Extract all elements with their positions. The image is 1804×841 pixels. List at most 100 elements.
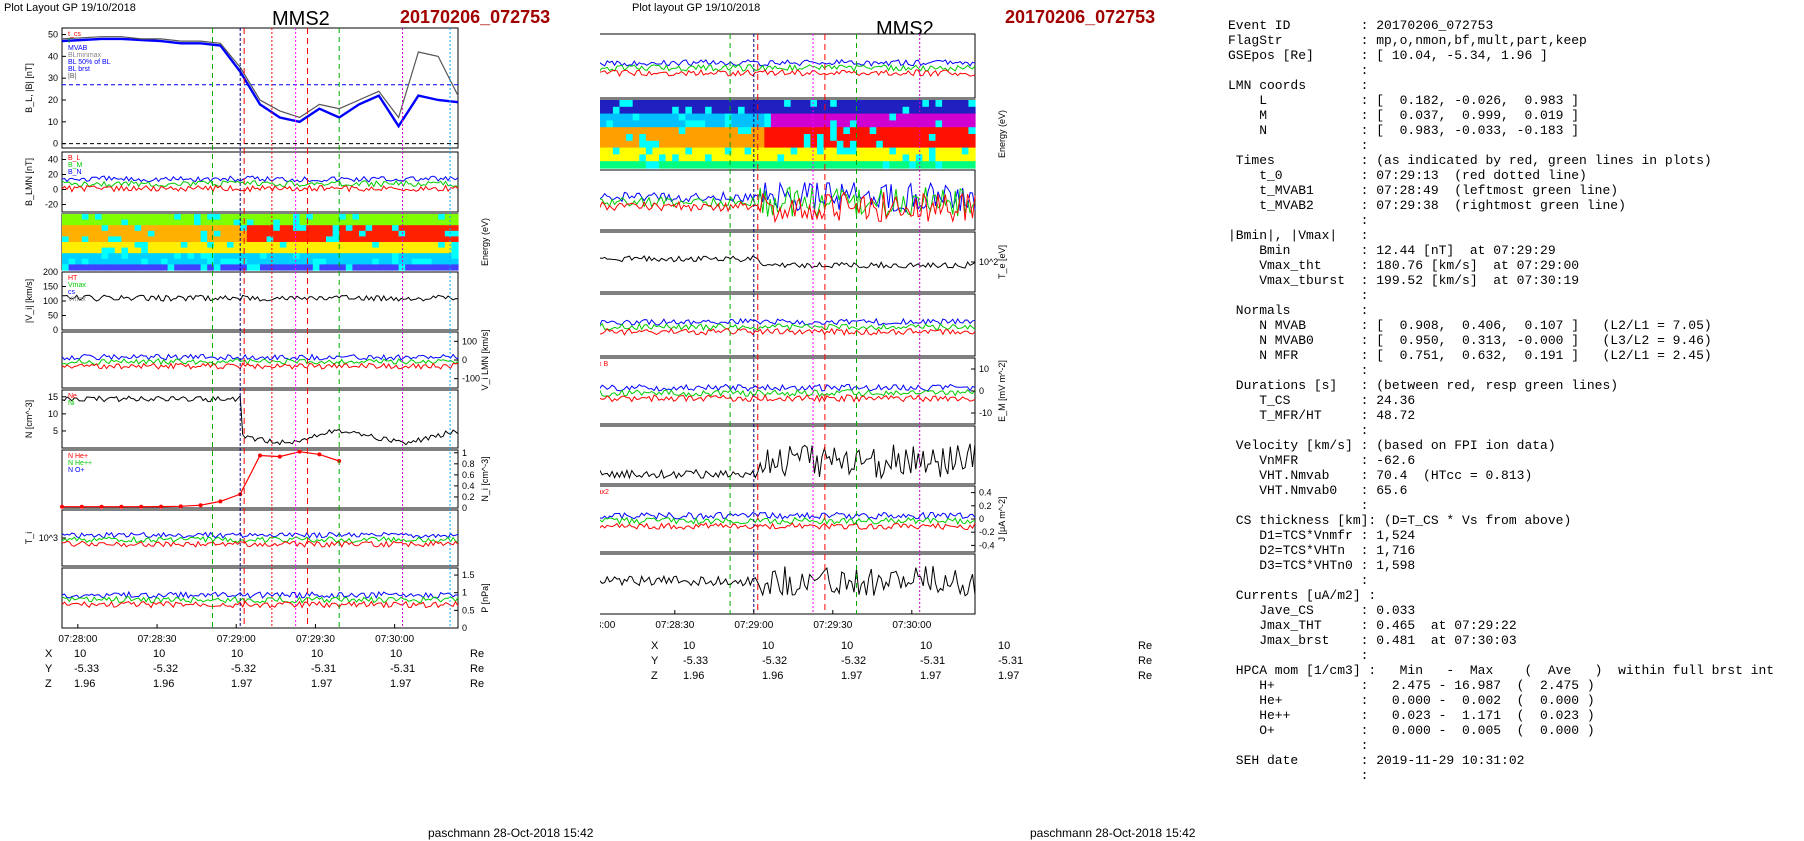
spectrogram-cell (431, 236, 439, 243)
spectrogram-cell (869, 106, 877, 115)
spectrogram-cell (770, 140, 779, 149)
legend-entry: |B| (68, 73, 76, 80)
spectrogram-cell (935, 113, 943, 121)
spectrogram-cell (180, 230, 188, 237)
spectrogram-cell (942, 147, 950, 155)
spectrogram-cell (698, 106, 706, 115)
spectrogram-cell (385, 236, 393, 243)
spectrogram-cell (233, 264, 241, 271)
spectrogram-cell (948, 161, 956, 169)
spectrogram-cell (738, 113, 746, 121)
spectrogram-cell (174, 214, 182, 221)
spectrogram-cell (438, 253, 446, 260)
spectrogram-cell (180, 219, 188, 226)
spectrogram-cell (724, 161, 733, 169)
spectrogram-cell (68, 253, 76, 260)
spectrogram-cell (691, 161, 700, 169)
spectrogram-cell (817, 100, 825, 108)
spectrogram-cell (398, 264, 406, 271)
spectrogram-cell (856, 134, 864, 142)
spectrogram-cell (632, 120, 640, 128)
spectrogram-cell (836, 120, 844, 128)
spectrogram-cell (909, 134, 917, 142)
series-line (61, 36, 459, 119)
spectrogram-cell (849, 113, 858, 121)
position-value: 10 (841, 640, 854, 652)
spectrogram-cell (922, 140, 930, 149)
spectrogram-cell (909, 161, 917, 169)
spectrogram-cell (194, 219, 202, 226)
spectrogram-cell (260, 225, 268, 232)
spectrogram-cell (147, 236, 155, 243)
spectrogram-cell (678, 154, 686, 162)
position-value: 1.96 (683, 670, 705, 682)
info-line: Bmin : 12.44 [nT] at 07:29:29 (1228, 243, 1556, 258)
spectrogram-cell (698, 100, 706, 108)
spectrogram-cell (108, 236, 116, 243)
y-tick-label: 10 (48, 117, 58, 127)
spectrogram-cell (797, 100, 805, 108)
spectrogram-cell (200, 264, 208, 271)
spectrogram-cell (889, 161, 897, 169)
spectrogram-cell (843, 140, 851, 149)
panel-frame (61, 449, 459, 509)
spectrogram-cell (161, 258, 169, 265)
spectrogram-cell (652, 147, 660, 155)
spectrogram-cell (942, 127, 950, 135)
spectrogram-cell (68, 258, 76, 265)
series-line (600, 191, 976, 224)
spectrogram-cell (935, 127, 943, 135)
spectrogram-cell (114, 258, 122, 265)
left-panel-BLMN: -20 0 20 40 B_LMN [nT] B_LB_MB_N (24, 151, 459, 213)
spectrogram-cell (213, 242, 221, 249)
spectrogram-cell (134, 247, 142, 254)
spectrogram-cell (777, 140, 785, 149)
info-line: SEH date : 2019-11-29 10:31:02 (1228, 753, 1525, 768)
panel-frame (61, 509, 459, 567)
series-line (61, 394, 459, 446)
spectrogram-cell (665, 120, 673, 128)
spectrogram-cell (180, 258, 188, 265)
spectrogram-cell (260, 230, 268, 237)
spectrogram-cell (161, 225, 169, 232)
spectrogram-cell (134, 214, 142, 221)
spectrogram-cell (718, 113, 726, 121)
spectrogram-cell (88, 219, 96, 226)
spectrogram-cell (134, 253, 142, 260)
legend-entry: B_M (68, 162, 83, 169)
spectrogram-cell (889, 100, 897, 108)
spectrogram-cell (817, 127, 825, 135)
spectrogram-cell (665, 100, 673, 108)
spectrogram-cell (639, 100, 647, 108)
position-value: 1.97 (841, 670, 863, 682)
spectrogram-cell (652, 106, 660, 115)
spectrogram-cell (306, 253, 314, 260)
spectrogram-cell (652, 100, 660, 108)
y-tick-label: 0.2 (979, 501, 992, 511)
spectrogram-cell (691, 127, 700, 135)
spectrogram-cell (764, 161, 772, 169)
info-line: Currents [uA/m2] : (1228, 588, 1377, 603)
spectrogram-cell (757, 154, 765, 162)
spectrogram-cell (299, 253, 307, 260)
spectrogram-cell (444, 225, 452, 232)
spectrogram-cell (114, 242, 122, 249)
series-line (600, 186, 976, 219)
spectrogram-cell (942, 140, 950, 149)
legend-entry: cs (68, 289, 76, 296)
spectrogram-cell (928, 106, 937, 115)
spectrogram-cell (444, 258, 452, 265)
series-line (600, 443, 976, 480)
spectrogram-cell (672, 106, 680, 115)
info-line: D1=TCS*Vnmfr : 1,524 (1228, 528, 1416, 543)
spectrogram-cell (187, 230, 195, 237)
middle-panel-EM: -10 0 10 E_M [mV m^-2] V_i x B (600, 357, 1007, 425)
spectrogram-cell (915, 113, 923, 121)
position-value: 1.96 (762, 670, 784, 682)
spectrogram-cell (438, 214, 446, 221)
spectrogram-cell (372, 219, 380, 226)
spectrogram-cell (632, 100, 640, 108)
spectrogram-cell (451, 258, 459, 265)
legend-entry: N He+ (68, 453, 88, 460)
spectrogram-cell (843, 154, 851, 162)
